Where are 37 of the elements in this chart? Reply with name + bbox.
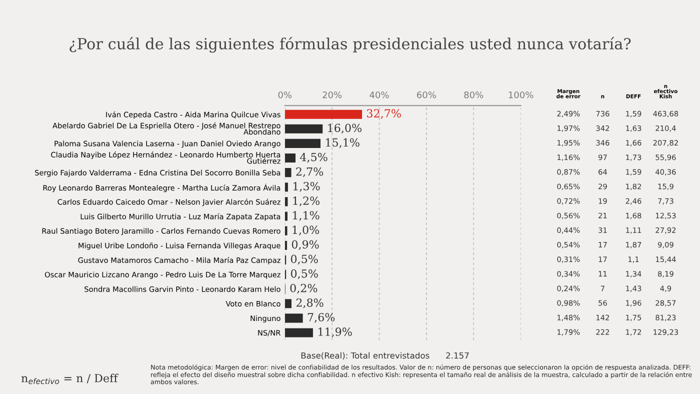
data-label: 7,6% — [308, 313, 335, 323]
data-label: 11,9% — [318, 328, 352, 338]
data-label: 1,1% — [293, 211, 320, 221]
bar — [284, 226, 288, 236]
bar — [284, 110, 362, 119]
data-label: 0,9% — [292, 240, 319, 250]
data-label: 2,8% — [296, 298, 324, 308]
x-tick-label: 0% — [278, 91, 292, 98]
bar — [284, 153, 296, 163]
data-label: 0,2% — [290, 284, 318, 294]
x-tick-label: 20% — [322, 91, 342, 98]
data-label: 32,7% — [367, 109, 401, 119]
data-label: 15,1% — [326, 138, 360, 148]
x-tick-label: 60% — [417, 91, 436, 98]
bar — [284, 168, 292, 178]
x-tick-label: 100% — [508, 91, 534, 98]
data-label: 16,0% — [328, 124, 362, 134]
data-label: 1,3% — [293, 182, 320, 192]
bar — [284, 138, 321, 148]
bar — [284, 182, 288, 192]
text: Base(Real): Total entrevistados 2.157 — [301, 352, 469, 360]
bar — [284, 124, 323, 134]
x-tick-label: 80% — [464, 91, 484, 98]
data-label: 0,5% — [290, 269, 318, 280]
bar — [284, 212, 288, 221]
x-tick-label: 40% — [370, 91, 389, 98]
chart-title: ¿Por cuál de las siguientes fórmulas presidenciales usted nunca votaría? — [70, 37, 631, 53]
bar — [284, 240, 288, 250]
bar — [284, 314, 303, 323]
bar — [284, 299, 292, 308]
data-label: 0,5% — [290, 254, 318, 265]
data-label: 1,0% — [292, 226, 320, 236]
text: n$_{efectivo}$ = n / Deff — [21, 374, 118, 384]
data-label: 4,5% — [300, 152, 328, 163]
bar — [284, 328, 313, 338]
data-label: 1,2% — [293, 196, 320, 206]
data-label: 2,7% — [296, 167, 324, 178]
